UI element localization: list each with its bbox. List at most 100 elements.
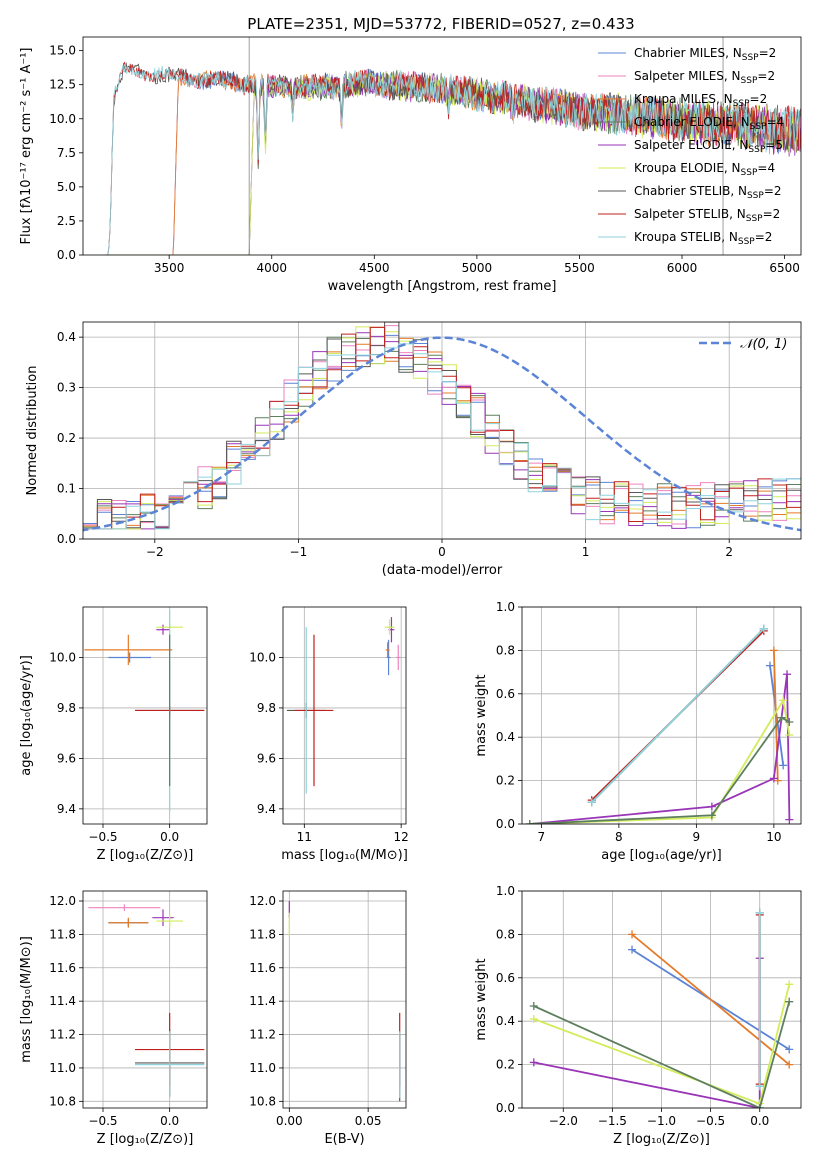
mass-EBV-ytick-label: 12.0 bbox=[249, 894, 276, 908]
age-mass-errorbar-kroupa-miles bbox=[385, 642, 390, 658]
mass-EBV-ytick-label: 11.6 bbox=[249, 961, 276, 975]
weight-age-lines bbox=[525, 624, 794, 824]
age-Z-panel: −0.5 0.0 9.4 9.6 9.8 10.0 Z [log₁₀(Z/Z⊙)] age [… bbox=[19, 606, 208, 863]
weight-age-panel: 7 8 9 10 0.0 0.2 0.4 0.6 0.8 1.0 age [log₁₀(age/yr… bbox=[474, 600, 802, 863]
age-Z-ytick-label: 9.8 bbox=[57, 701, 76, 715]
spectrum-xtick-label: 4000 bbox=[256, 261, 287, 275]
residuals-panel: −2 −1 0 1 2 0.0 0.1 0.2 0.3 0.4 (data-model)/error… bbox=[25, 321, 802, 578]
weight-Z-ytick-label: 0.0 bbox=[496, 1101, 515, 1115]
legend-nssp: =2 bbox=[763, 207, 781, 221]
mass-EBV-panel: 0.00 0.05 10.8 11.0 11.2 11.4 11.6 11.8 12.0 E(B-… bbox=[249, 890, 407, 1147]
age-mass-ytick-label: 10.0 bbox=[249, 650, 276, 664]
residuals-ylabel: Normed distribution bbox=[25, 366, 40, 496]
spectrum-series-salpeter-stelib bbox=[105, 61, 801, 255]
weight-age-ytick-label: 0.4 bbox=[496, 730, 515, 744]
spectrum-xlabel: wavelength [Angstrom, rest frame] bbox=[328, 279, 557, 294]
legend-subscript: SSP bbox=[733, 99, 750, 109]
weight-Z-xtick-label: −1.0 bbox=[647, 1114, 676, 1128]
weight-Z-ytick-label: 0.2 bbox=[496, 1058, 515, 1072]
weight-Z-xtick-label: 0.0 bbox=[750, 1114, 769, 1128]
weight-Z-xtick-label: −2.0 bbox=[549, 1114, 578, 1128]
weight-age-series-kroupa-elodie bbox=[525, 696, 794, 824]
legend-nssp: =4 bbox=[757, 161, 775, 175]
mass-EBV-ytick-label: 11.2 bbox=[249, 1028, 276, 1042]
weight-point bbox=[707, 811, 716, 820]
age-mass-frame bbox=[282, 606, 407, 825]
figure-title: PLATE=2351, MJD=53772, FIBERID=0527, z=0… bbox=[247, 15, 634, 33]
weight-point bbox=[785, 980, 794, 989]
weight-age-ytick-label: 0.0 bbox=[496, 817, 515, 831]
spectrum-xtick-label: 5500 bbox=[564, 261, 595, 275]
age-Z-errorbars bbox=[84, 609, 205, 812]
weight-point bbox=[779, 761, 788, 770]
legend-subscript: SSP bbox=[747, 191, 764, 201]
weight-point bbox=[755, 908, 764, 917]
weight-line bbox=[529, 716, 790, 824]
age-mass-ytick-label: 9.4 bbox=[257, 802, 276, 816]
weight-point bbox=[628, 945, 637, 954]
spectrum-ytick-label: 15.0 bbox=[49, 44, 76, 58]
weight-age-xtick-label: 10 bbox=[766, 830, 781, 844]
age-Z-xlabel: Z [log₁₀(Z/Z⊙)] bbox=[97, 848, 194, 863]
legend-subscript: SSP bbox=[741, 168, 758, 178]
weight-line bbox=[529, 697, 791, 824]
weight-Z-ylabel: mass weight bbox=[474, 958, 489, 1040]
mass-Z-ytick-label: 11.8 bbox=[49, 927, 76, 941]
legend-nssp: =2 bbox=[759, 46, 777, 60]
age-Z-ylabel: age [log₁₀(age/yr)] bbox=[19, 655, 34, 776]
legend-nssp: =2 bbox=[757, 69, 775, 83]
weight-Z-panel: −2.0 −1.5 −1.0 −0.5 0.0 0.0 0.2 0.4 0.6 0.8 1.0 Z [… bbox=[474, 884, 802, 1147]
spectrum-series-kroupa-stelib bbox=[105, 63, 801, 255]
weight-age-xtick-label: 9 bbox=[693, 830, 701, 844]
mass-Z-frame bbox=[82, 890, 208, 1109]
residuals-ytick-label: 0.1 bbox=[57, 482, 76, 496]
weight-point bbox=[785, 731, 794, 740]
weight-Z-ytick-label: 1.0 bbox=[496, 884, 515, 898]
spectrum-xtick-label: 3500 bbox=[154, 261, 185, 275]
weight-age-xtick-label: 7 bbox=[538, 830, 546, 844]
legend-subscript: SSP bbox=[741, 76, 758, 86]
weight-age-ytick-label: 0.6 bbox=[496, 687, 515, 701]
legend-entry-salpeter-elodie: Salpeter ELODIE, NSSP=5 bbox=[634, 138, 783, 155]
legend-nssp: =5 bbox=[765, 138, 783, 152]
legend-entry-salpeter-stelib: Salpeter STELIB, NSSP=2 bbox=[634, 207, 780, 224]
mass-Z-panel: −0.5 0.0 10.8 11.0 11.2 11.4 11.6 11.8 12.0 Z [lo… bbox=[19, 890, 208, 1147]
legend-entry-chabrier-elodie: Chabrier ELODIE, NSSP=4 bbox=[634, 115, 784, 132]
weight-point bbox=[785, 997, 794, 1006]
spectrum-xtick-label: 4500 bbox=[359, 261, 390, 275]
spectrum-panel: 3500 4000 4500 5000 5500 6000 6500 0.0 2.5 5.0 7.5… bbox=[19, 36, 802, 294]
spectrum-ylabel: Flux [fλ10⁻¹⁷ erg cm⁻² s⁻¹ A⁻¹] bbox=[19, 48, 34, 245]
weight-point bbox=[759, 624, 768, 633]
legend-nssp: =4 bbox=[766, 115, 784, 129]
mass-Z-ytick-label: 11.6 bbox=[49, 961, 76, 975]
weight-age-xtick-label: 8 bbox=[615, 830, 623, 844]
legend-nssp: =2 bbox=[755, 230, 773, 244]
spectrum-ytick-label: 5.0 bbox=[57, 180, 76, 194]
weight-point bbox=[785, 718, 794, 727]
weight-point bbox=[529, 1002, 538, 1011]
mass-Z-xtick-label: −0.5 bbox=[88, 1114, 117, 1128]
mass-EBV-errorbars bbox=[288, 901, 401, 1102]
mass-Z-ytick-label: 12.0 bbox=[49, 894, 76, 908]
mass-Z-errorbar-kroupa-miles bbox=[108, 917, 149, 928]
weight-point bbox=[755, 1104, 764, 1108]
residuals-xtick-label: 1 bbox=[582, 545, 590, 559]
legend-entry-chabrier-stelib: Chabrier STELIB, NSSP=2 bbox=[634, 184, 782, 201]
mass-EBV-ytick-label: 10.8 bbox=[249, 1094, 276, 1108]
mass-Z-ytick-label: 11.4 bbox=[49, 994, 76, 1008]
age-mass-xlabel: mass [log₁₀(M/M⊙)] bbox=[281, 848, 408, 863]
mass-Z-ylabel: mass [log₁₀(M/M⊙)] bbox=[19, 936, 34, 1063]
spectrum-ytick-label: 12.5 bbox=[49, 78, 76, 92]
spectrum-xtick-label: 6000 bbox=[667, 261, 698, 275]
weight-point bbox=[777, 713, 786, 722]
residuals-normal-curve bbox=[83, 336, 801, 532]
legend-entry-salpeter-miles: Salpeter MILES, NSSP=2 bbox=[634, 69, 775, 86]
weight-point bbox=[769, 774, 778, 783]
residuals-xtick-label: 2 bbox=[725, 545, 733, 559]
legend-subscript: SSP bbox=[746, 214, 763, 224]
legend-subscript: SSP bbox=[742, 53, 759, 63]
mass-Z-errorbar-salpeter-miles bbox=[88, 904, 161, 912]
age-mass-xtick-label: 12 bbox=[394, 830, 409, 844]
mass-EBV-ytick-label: 11.4 bbox=[249, 994, 276, 1008]
